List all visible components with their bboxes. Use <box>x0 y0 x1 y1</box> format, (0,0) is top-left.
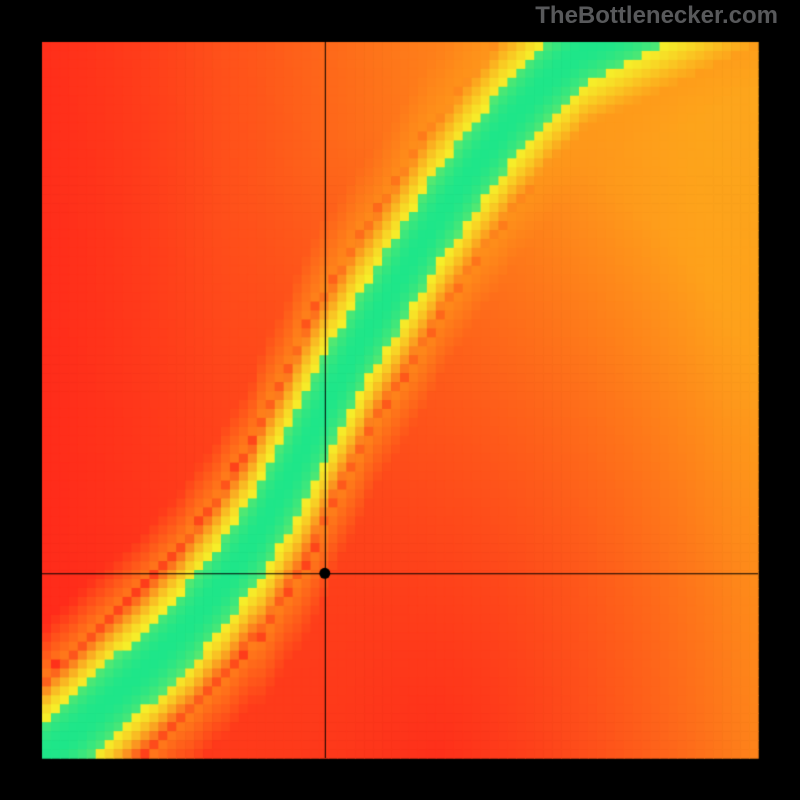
chart-container: TheBottlenecker.com <box>0 0 800 800</box>
watermark-text: TheBottlenecker.com <box>535 2 778 30</box>
bottleneck-heatmap <box>0 0 800 800</box>
